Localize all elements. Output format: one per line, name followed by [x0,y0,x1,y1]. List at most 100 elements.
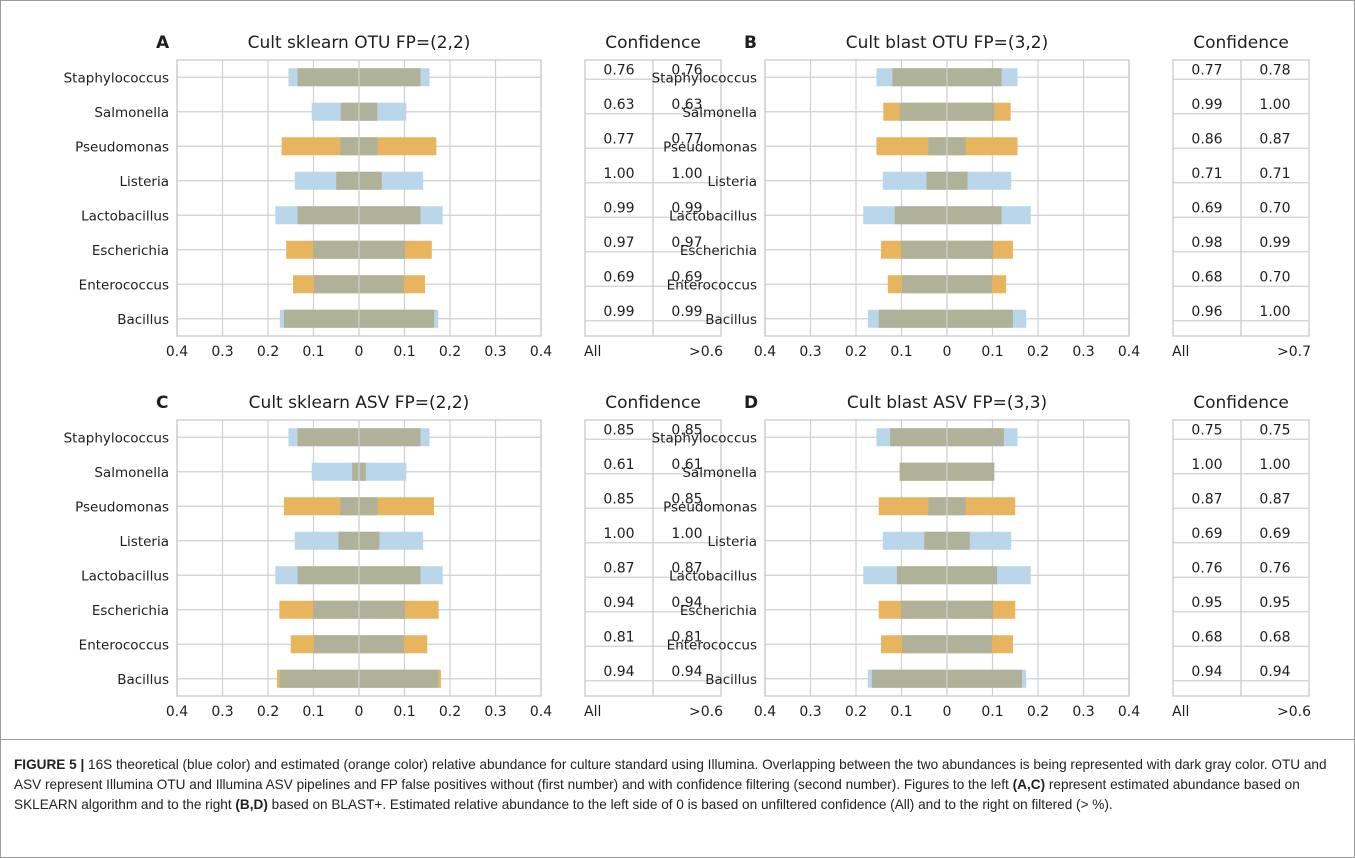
x-tick-label: 0.4 [166,344,188,360]
bar-right-overlap [947,635,993,654]
bar-left-overlap [871,669,947,688]
category-label: Escherichia [92,603,169,619]
bar-left-overlap [892,68,947,87]
bar-right-overlap [947,275,993,294]
bar-right-overlap [359,206,421,225]
panel-a: A Cult sklearn OTU FP=(2,2) 0.4 0.3 0.2 0.1 0 0… [64,33,723,360]
confidence-filtered-value: 1.00 [1259,97,1290,113]
bar-right-outer [359,137,437,156]
bar-left-overlap [279,669,359,688]
confidence-all-value: 0.98 [1191,235,1222,251]
x-tick-label: 0.1 [302,344,324,360]
bar-left-overlap [336,171,359,190]
confidence-filtered-value: 0.87 [1259,491,1290,507]
bar-right-overlap [359,566,421,585]
x-tick-label: 0.4 [1118,704,1140,720]
confidence-all-value: 0.85 [603,422,634,438]
confidence-filtered-value: 0.76 [1259,560,1290,576]
x-tick-label: 0.3 [211,704,233,720]
category-label: Bacillus [117,312,169,328]
confidence-filtered-value: 1.00 [1259,457,1290,473]
category-label: Salmonella [94,465,169,481]
category-label: Enterococcus [667,277,757,293]
caption-segment: (A,C) [1012,776,1046,792]
caption-segment: (B,D) [235,796,268,812]
bar-right-overlap [359,531,380,550]
bar-right-overlap [947,462,995,481]
confidence-all-value: 0.69 [1191,200,1222,216]
x-tick-label: 0.1 [981,344,1003,360]
confidence-filtered-value: 0.87 [671,560,702,576]
bar-left-overlap [352,462,359,481]
x-tick-label: 0.1 [981,704,1003,720]
bar-right-overlap [947,669,1023,688]
bar-right-overlap [359,669,439,688]
bar-left-overlap [901,635,947,654]
confidence-filtered-value: 0.63 [671,97,702,113]
bar-right-overlap [359,462,366,481]
panel-letter: D [744,393,758,413]
bar-left-overlap [901,240,947,259]
x-tick-label: 0.4 [166,704,188,720]
x-tick-label: 0.1 [890,344,912,360]
bar-left-overlap [338,531,359,550]
bar-right-outer [359,497,435,516]
category-label: Salmonella [682,465,757,481]
confidence-all-value: 0.69 [1191,526,1222,542]
category-label: Pseudomonas [663,499,757,515]
confidence-filtered-value: 0.68 [1259,629,1290,645]
confidence-filtered-value: 0.70 [1259,269,1290,285]
confidence-filtered-value: 0.99 [671,200,702,216]
confidence-right-label: >0.6 [1277,704,1311,720]
bar-right-overlap [359,171,382,190]
bar-left-overlap [283,309,359,328]
panel-title: Cult blast ASV FP=(3,3) [847,393,1047,413]
bar-right-overlap [359,309,435,328]
bar-right-overlap [359,497,378,516]
category-label: Enterococcus [79,637,169,653]
confidence-all-value: 0.99 [1191,97,1222,113]
confidence-all-value: 0.94 [603,664,634,680]
category-label: Listeria [708,534,757,550]
confidence-all-value: 0.68 [1191,629,1222,645]
confidence-all-value: 0.68 [1191,269,1222,285]
bar-right-overlap [947,566,998,585]
x-tick-label: 0 [943,344,952,360]
confidence-right-label: >0.6 [689,344,723,360]
confidence-filtered-value: 0.78 [1259,62,1290,78]
category-label: Bacillus [705,312,757,328]
panel-letter: B [744,33,757,53]
bar-right-overlap [947,428,1004,447]
bar-left-outer [281,137,359,156]
category-label: Listeria [120,534,169,550]
x-tick-label: 0.1 [393,344,415,360]
confidence-filtered-value: 0.95 [1259,595,1290,611]
confidence-left-label: All [1172,704,1189,720]
x-tick-label: 0.2 [257,344,279,360]
bar-left-overlap [890,428,947,447]
category-label: Staphylococcus [652,430,757,446]
x-tick-label: 0.3 [211,344,233,360]
x-tick-label: 0 [355,704,364,720]
bar-right-overlap [947,171,968,190]
bar-right-overlap [359,275,405,294]
confidence-filtered-value: 0.76 [671,62,702,78]
category-label: Staphylococcus [652,70,757,86]
confidence-filtered-value: 0.94 [671,595,702,611]
category-label: Bacillus [705,672,757,688]
bar-left-overlap [924,531,947,550]
bar-left-overlap [896,566,947,585]
category-label: Lactobacillus [81,568,169,584]
confidence-filtered-value: 0.71 [1259,166,1290,182]
category-label: Staphylococcus [64,430,169,446]
confidence-all-value: 0.99 [603,200,634,216]
category-label: Staphylococcus [64,70,169,86]
x-tick-label: 0.1 [302,704,324,720]
x-tick-label: 0.2 [439,704,461,720]
confidence-all-value: 0.95 [1191,595,1222,611]
x-tick-label: 0.2 [1027,344,1049,360]
x-tick-label: 0.2 [439,344,461,360]
bar-right-overlap [359,240,405,259]
panel-c: C Cult sklearn ASV FP=(2,2) 0.4 0.3 0.2 0.1 0 0… [64,393,723,720]
confidence-filtered-value: 0.94 [1259,664,1290,680]
